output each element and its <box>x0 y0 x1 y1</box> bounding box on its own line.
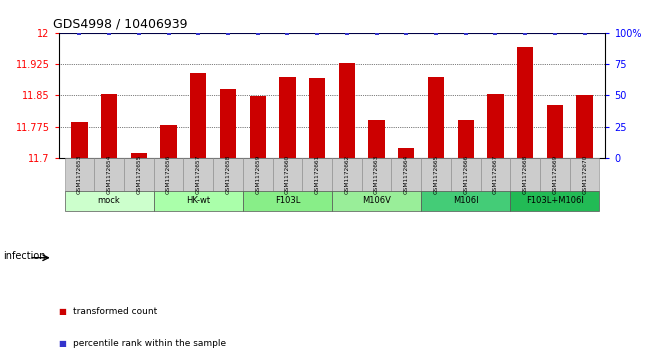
Text: GSM1172667: GSM1172667 <box>493 155 498 194</box>
Bar <box>124 158 154 191</box>
Point <box>312 30 322 36</box>
Text: ■: ■ <box>59 339 66 348</box>
Text: GSM1172669: GSM1172669 <box>553 155 557 194</box>
Bar <box>339 63 355 158</box>
Bar <box>458 121 474 158</box>
Bar <box>480 158 510 191</box>
Text: GSM1172665: GSM1172665 <box>434 155 439 194</box>
Bar <box>101 94 117 158</box>
Bar <box>368 121 385 158</box>
Text: M106I: M106I <box>453 196 478 205</box>
Bar <box>243 158 273 191</box>
Bar <box>160 125 176 158</box>
Bar <box>64 191 154 211</box>
Text: GSM1172661: GSM1172661 <box>314 155 320 194</box>
Bar <box>302 158 332 191</box>
Bar <box>190 73 206 158</box>
Point <box>133 30 144 36</box>
Text: GDS4998 / 10406939: GDS4998 / 10406939 <box>53 17 187 30</box>
Point <box>460 30 471 36</box>
Text: GSM1172662: GSM1172662 <box>344 155 350 194</box>
Bar <box>576 95 593 158</box>
Point <box>193 30 204 36</box>
Bar <box>273 158 302 191</box>
Text: GSM1172663: GSM1172663 <box>374 155 379 194</box>
Point <box>401 30 411 36</box>
Text: GSM1172658: GSM1172658 <box>225 155 230 194</box>
Bar <box>510 191 600 211</box>
Bar <box>154 191 243 211</box>
Bar <box>391 158 421 191</box>
Text: GSM1172656: GSM1172656 <box>166 155 171 194</box>
Point <box>490 30 501 36</box>
Text: GSM1172664: GSM1172664 <box>404 155 409 194</box>
Point <box>549 30 560 36</box>
Point <box>342 30 352 36</box>
Bar <box>510 158 540 191</box>
Point <box>520 30 531 36</box>
Bar <box>421 158 451 191</box>
Point <box>371 30 381 36</box>
Text: GSM1172668: GSM1172668 <box>523 155 528 194</box>
Bar <box>64 158 94 191</box>
Bar <box>243 191 332 211</box>
Bar <box>451 158 480 191</box>
Bar <box>332 158 362 191</box>
Text: GSM1172655: GSM1172655 <box>136 155 141 194</box>
Bar <box>517 47 533 158</box>
Text: GSM1172660: GSM1172660 <box>285 155 290 194</box>
Text: mock: mock <box>98 196 120 205</box>
Bar <box>362 158 391 191</box>
Text: F103L+M106I: F103L+M106I <box>526 196 584 205</box>
Bar <box>332 191 421 211</box>
Text: HK-wt: HK-wt <box>186 196 210 205</box>
Point <box>579 30 590 36</box>
Point <box>104 30 115 36</box>
Point <box>74 30 85 36</box>
Text: M106V: M106V <box>362 196 391 205</box>
Bar <box>94 158 124 191</box>
Text: percentile rank within the sample: percentile rank within the sample <box>73 339 226 348</box>
Text: infection: infection <box>3 251 46 261</box>
Bar <box>398 148 415 158</box>
Text: GSM1172670: GSM1172670 <box>582 155 587 194</box>
Bar <box>213 158 243 191</box>
Bar <box>220 89 236 158</box>
Bar <box>184 158 213 191</box>
Text: GSM1172657: GSM1172657 <box>196 155 201 194</box>
Text: ■: ■ <box>59 307 66 316</box>
Bar <box>428 77 444 158</box>
Bar <box>547 105 563 158</box>
Bar <box>249 96 266 158</box>
Bar <box>154 158 184 191</box>
Point <box>283 30 293 36</box>
Text: GSM1172654: GSM1172654 <box>107 155 111 194</box>
Bar <box>488 94 504 158</box>
Text: GSM1172659: GSM1172659 <box>255 155 260 194</box>
Point <box>253 30 263 36</box>
Point <box>431 30 441 36</box>
Bar <box>279 77 296 158</box>
Text: GSM1172666: GSM1172666 <box>464 155 468 194</box>
Bar <box>421 191 510 211</box>
Text: GSM1172653: GSM1172653 <box>77 155 82 194</box>
Bar <box>570 158 600 191</box>
Point <box>223 30 233 36</box>
Bar <box>71 122 88 158</box>
Bar <box>309 78 326 158</box>
Text: transformed count: transformed count <box>73 307 157 316</box>
Bar <box>540 158 570 191</box>
Point <box>163 30 174 36</box>
Text: F103L: F103L <box>275 196 300 205</box>
Bar <box>131 153 147 158</box>
